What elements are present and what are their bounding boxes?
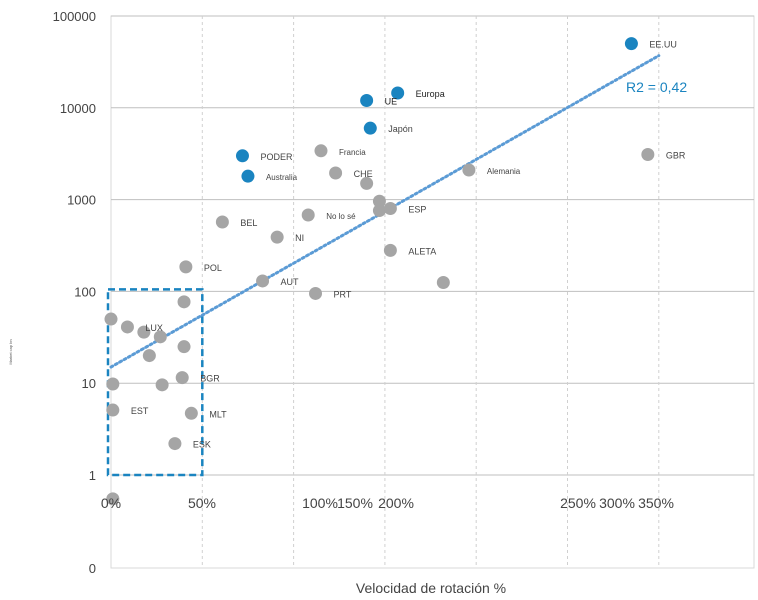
point-label: ESP <box>408 204 426 214</box>
point-label: NI <box>295 233 304 243</box>
x-tick-label: 100% <box>302 495 338 511</box>
data-point-unlabeled <box>137 325 151 339</box>
point-label: ESK <box>193 440 211 450</box>
point-labels-layer: EE.UU UE Europa Japón PODER Australia Francia C… <box>131 40 686 450</box>
data-point-no-lo-s- <box>301 208 315 222</box>
data-point-unlabeled <box>155 378 169 392</box>
y-tick-label: 10 <box>82 376 96 391</box>
data-point-aleta <box>383 243 397 257</box>
data-point-unlabeled <box>177 340 191 354</box>
data-point-est <box>106 403 120 417</box>
data-point-unlabeled <box>372 194 386 208</box>
data-point-australia <box>241 169 255 183</box>
y-axis-label: Market cap bn <box>8 339 13 364</box>
point-label: Alemania <box>487 167 521 176</box>
trendline-r2-label: R2 = 0,42 <box>626 79 687 95</box>
data-point-unlabeled <box>436 276 450 290</box>
point-label: EST <box>131 406 149 416</box>
y-tick-label: 1000 <box>67 193 96 208</box>
point-label: Australia <box>266 173 298 182</box>
x-tick-label: 200% <box>378 495 414 511</box>
point-label: BGR <box>200 374 220 384</box>
point-label: PODER <box>260 152 293 162</box>
point-label: CHE <box>354 169 373 179</box>
data-point-europa <box>391 86 405 100</box>
data-point-ni <box>270 230 284 244</box>
x-tick-label: 350% <box>638 495 674 511</box>
point-label: UE <box>385 97 398 107</box>
data-point-unlabeled <box>106 492 120 506</box>
point-label: PRT <box>334 289 352 299</box>
data-point-mlt <box>184 406 198 420</box>
y-tick-label: 1 <box>89 468 96 483</box>
data-point-francia <box>314 144 328 158</box>
data-point-esk <box>168 437 182 451</box>
x-tick-label: 250% <box>560 495 596 511</box>
y-tick-label: 100 <box>74 284 96 299</box>
x-axis-label: Velocidad de rotación % <box>356 580 506 596</box>
data-point-che <box>329 166 343 180</box>
x-tick-labels: 0% 50% 100% 150% 200% 250% 300% 350% <box>101 495 674 511</box>
x-tick-label: 150% <box>337 495 373 511</box>
data-point-bel <box>215 215 229 229</box>
x-tick-label: 300% <box>599 495 635 511</box>
point-label: LUX <box>145 323 163 333</box>
data-point-pol <box>179 260 193 274</box>
point-label: Japón <box>388 124 413 134</box>
y-tick-label: 100000 <box>53 9 96 24</box>
data-point-unlabeled <box>142 349 156 363</box>
point-label: BEL <box>240 218 257 228</box>
data-point-bgr <box>175 371 189 385</box>
data-point-unlabeled <box>360 176 374 190</box>
point-label: Europa <box>416 89 445 99</box>
data-point-unlabeled <box>372 204 386 218</box>
x-tick-label: 0% <box>101 495 121 511</box>
point-label: No lo sé <box>326 212 356 221</box>
point-label: MLT <box>209 409 227 419</box>
point-label: Francia <box>339 148 366 157</box>
data-point-esp <box>383 201 397 215</box>
data-point-jap-n <box>363 121 377 135</box>
data-point-poder <box>235 149 249 163</box>
point-label: EE.UU <box>649 40 677 50</box>
data-point-aut <box>256 274 270 288</box>
data-point-alemania <box>462 163 476 177</box>
y-tick-label: 10000 <box>60 101 96 116</box>
data-point-gbr <box>641 147 655 161</box>
point-label: ALETA <box>408 246 436 256</box>
data-point-prt <box>309 286 323 300</box>
data-point-lux <box>120 320 134 334</box>
data-point-ee-uu <box>624 37 638 51</box>
data-points-layer <box>104 37 655 506</box>
data-point-unlabeled <box>177 295 191 309</box>
x-tick-label: 50% <box>188 495 216 511</box>
data-point-unlabeled <box>104 312 118 326</box>
highlight-box <box>106 288 204 477</box>
point-label: AUT <box>281 277 300 287</box>
point-label: POL <box>204 263 222 273</box>
point-label: GBR <box>666 150 686 160</box>
highlight-box-layer <box>106 288 204 477</box>
data-point-unlabeled <box>153 330 167 344</box>
data-point-ue <box>360 94 374 108</box>
data-point-unlabeled <box>106 377 120 391</box>
y-tick-label: 0 <box>89 561 96 576</box>
